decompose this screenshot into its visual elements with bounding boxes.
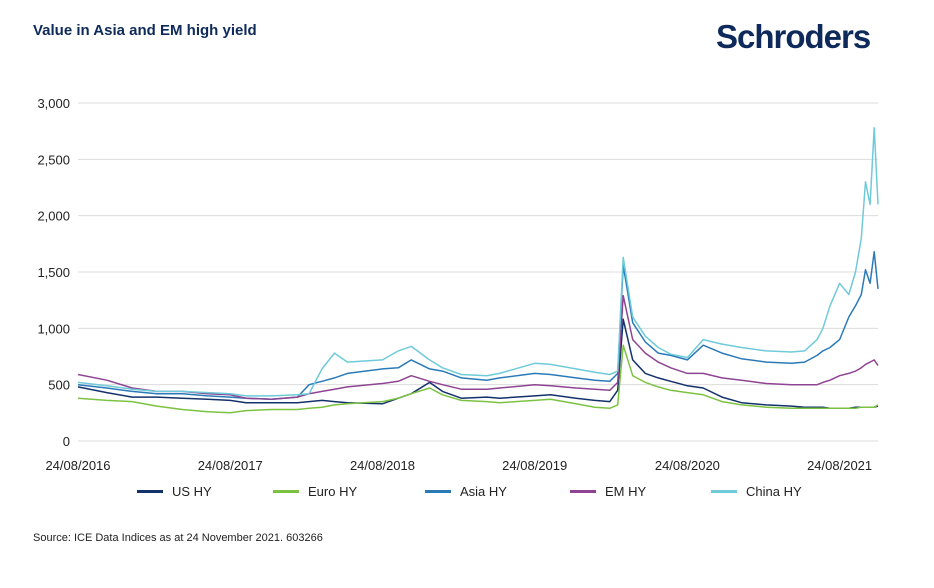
y-tick-label: 2,000 [37, 209, 70, 224]
source-note: Source: ICE Data Indices as at 24 Novemb… [33, 532, 323, 544]
x-tick-label: 24/08/2017 [198, 458, 263, 470]
series-line-asia-hy [77, 250, 879, 401]
series-line-em-hy [77, 294, 879, 401]
y-tick-label: 0 [63, 434, 70, 449]
legend-swatch-us-hy [137, 490, 163, 493]
legend-swatch-em-hy [570, 490, 596, 493]
legend-item-china-hy: China HY [711, 484, 802, 499]
legend-item-asia-hy: Asia HY [425, 484, 507, 499]
x-tick-label: 24/08/2016 [45, 458, 110, 470]
legend-item-em-hy: EM HY [570, 484, 646, 499]
line-chart: 0 500 1,000 1,500 2,000 2,500 3,000 24/08/2016… [37, 96, 879, 470]
series-line-china-hy [77, 127, 879, 397]
legend-label-china-hy: China HY [746, 484, 802, 499]
chart-grid [78, 102, 878, 442]
x-tick-label: 24/08/2018 [350, 458, 415, 470]
legend-label-euro-hy: Euro HY [308, 484, 358, 499]
schroders-logo: Schroders [716, 18, 871, 55]
legend-label-us-hy: US HY [172, 484, 212, 499]
y-tick-label: 3,000 [37, 96, 70, 111]
chart-legend: US HY Euro HY Asia HY EM HY China HY [0, 484, 934, 504]
legend-swatch-china-hy [711, 490, 737, 493]
legend-label-asia-hy: Asia HY [460, 484, 507, 499]
legend-item-us-hy: US HY [137, 484, 212, 499]
x-tick-label: 24/08/2020 [655, 458, 720, 470]
x-axis-ticks: 24/08/2016 24/08/2017 24/08/2018 24/08/2019… [45, 458, 872, 470]
chart-title: Value in Asia and EM high yield [33, 22, 257, 39]
x-tick-label: 24/08/2019 [502, 458, 567, 470]
legend-swatch-asia-hy [425, 490, 451, 493]
legend-label-em-hy: EM HY [605, 484, 647, 499]
chart-series-lines [77, 127, 879, 414]
y-tick-label: 2,500 [37, 152, 70, 167]
legend-item-euro-hy: Euro HY [273, 484, 357, 499]
x-tick-label: 24/08/2021 [807, 458, 872, 470]
series-line-euro-hy [77, 344, 879, 414]
y-axis-ticks: 0 500 1,000 1,500 2,000 2,500 3,000 [37, 96, 70, 449]
y-tick-label: 500 [48, 378, 70, 393]
y-tick-label: 1,500 [37, 265, 70, 280]
y-tick-label: 1,000 [37, 321, 70, 336]
legend-swatch-euro-hy [273, 490, 299, 493]
